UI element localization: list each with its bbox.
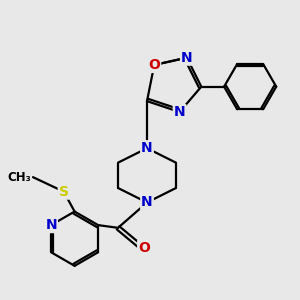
Text: N: N: [141, 141, 153, 155]
Text: N: N: [174, 105, 185, 119]
Text: O: O: [138, 241, 150, 255]
Text: N: N: [181, 51, 193, 65]
Text: N: N: [45, 218, 57, 232]
Text: N: N: [141, 196, 153, 209]
Text: O: O: [148, 58, 160, 72]
Text: CH₃: CH₃: [8, 171, 31, 184]
Text: S: S: [59, 184, 69, 199]
